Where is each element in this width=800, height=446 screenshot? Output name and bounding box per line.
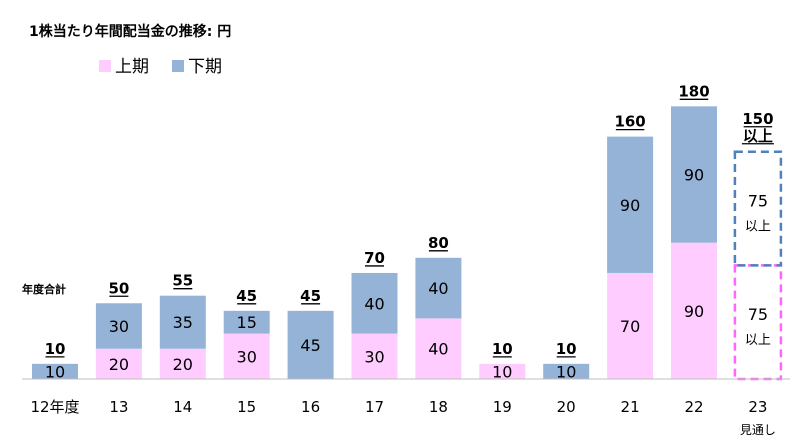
seg-label-lower-2: 35 xyxy=(173,313,193,332)
total-label-6: 80 xyxy=(428,234,449,252)
seg-label-upper-3: 30 xyxy=(237,347,257,366)
total-label-9: 160 xyxy=(614,113,645,131)
seg-label-upper-2: 20 xyxy=(173,355,193,374)
legend-label-upper: 上期 xyxy=(115,57,149,77)
seg-label-lower-4: 45 xyxy=(300,336,320,355)
seg-label-upper-6: 40 xyxy=(428,340,448,359)
bar-upper-1 xyxy=(95,348,142,379)
total-label-1: 50 xyxy=(108,279,129,297)
bar-upper-6 xyxy=(415,318,462,379)
bar-lower-8 xyxy=(543,363,590,379)
bar-lower-3 xyxy=(223,310,270,334)
total-label-11: 150 xyxy=(742,110,773,128)
total-label-2: 55 xyxy=(172,272,193,290)
seg-label-lower-9: 90 xyxy=(620,196,640,215)
total-label-0: 10 xyxy=(45,340,66,358)
x-tick-label-1: 13 xyxy=(109,398,128,416)
legend-label-lower: 下期 xyxy=(188,57,222,77)
bar-lower-10 xyxy=(671,106,717,243)
ticks-group: 12年度 13 14 15 16 17 18 19 20 21 22 23 見通し xyxy=(30,398,775,437)
total-row-label: 年度合計 xyxy=(22,282,66,296)
seg-suffix-lower-11: 以上 xyxy=(745,220,771,235)
x-tick-label-4: 16 xyxy=(301,398,320,416)
seg-label-lower-8: 10 xyxy=(556,362,576,381)
bar-upper-9 xyxy=(607,272,654,379)
seg-label-lower-10: 90 xyxy=(684,165,704,184)
bar-lower-6 xyxy=(415,257,462,319)
bar-lower-9 xyxy=(607,136,654,273)
x-tick-label-2: 14 xyxy=(173,398,192,416)
total-suffix-11: 以上 xyxy=(743,127,773,145)
x-tick-label-3: 15 xyxy=(237,398,256,416)
bar-upper-3 xyxy=(223,333,270,379)
bar-lower-2 xyxy=(159,295,206,349)
seg-label-lower-0: 10 xyxy=(45,362,65,381)
total-label-7: 10 xyxy=(492,340,513,358)
bars-group xyxy=(32,106,783,381)
seg-label-upper-10: 90 xyxy=(684,302,704,321)
chart-title: 1株当たり年間配当金の推移: 円 xyxy=(29,23,231,40)
x-tick-label-5: 17 xyxy=(365,398,384,416)
bar-lower-1 xyxy=(95,303,142,349)
seg-label-upper-11: 75 xyxy=(748,305,768,324)
bar-lower-11 xyxy=(733,150,783,267)
seg-label-lower-1: 30 xyxy=(109,317,129,336)
total-label-10: 180 xyxy=(678,82,709,100)
seg-label-lower-3: 15 xyxy=(237,313,257,332)
total-label-8: 10 xyxy=(556,340,577,358)
legend: 上期 下期 xyxy=(99,57,222,77)
bar-lower-0 xyxy=(32,363,78,379)
legend-swatch-upper xyxy=(99,60,111,72)
x-tick-label-6: 18 xyxy=(429,398,448,416)
seg-label-upper-9: 70 xyxy=(620,317,640,336)
seg-label-upper-1: 20 xyxy=(109,355,129,374)
x-tick-label-11: 23 xyxy=(748,398,767,416)
x-tick-label-8: 20 xyxy=(557,398,576,416)
seg-label-upper-5: 30 xyxy=(364,347,384,366)
bar-lower-5 xyxy=(351,272,398,334)
seg-label-lower-5: 40 xyxy=(364,294,384,313)
total-label-4: 45 xyxy=(300,287,321,305)
forecast-note: 見通し xyxy=(740,423,776,437)
x-tick-label-7: 19 xyxy=(493,398,512,416)
legend-swatch-lower xyxy=(172,60,184,72)
x-tick-label-10: 22 xyxy=(684,398,703,416)
total-label-3: 45 xyxy=(236,287,257,305)
bar-upper-2 xyxy=(159,348,206,379)
bar-upper-7 xyxy=(479,363,526,379)
bar-lower-4 xyxy=(287,310,334,379)
total-label-5: 70 xyxy=(364,249,385,267)
seg-label-upper-7: 10 xyxy=(492,362,512,381)
bar-upper-5 xyxy=(351,333,398,379)
x-tick-label-9: 21 xyxy=(621,398,640,416)
bar-upper-10 xyxy=(671,242,717,379)
labels-group: 10 10 20 30 50 20 35 55 30 15 45 45 45 30 40 70 40 40 80 10… xyxy=(45,82,774,381)
seg-label-lower-11: 75 xyxy=(748,192,768,211)
seg-label-lower-6: 40 xyxy=(428,279,448,298)
x-tick-label-0: 12年度 xyxy=(30,398,79,416)
seg-suffix-upper-11: 以上 xyxy=(745,333,771,348)
